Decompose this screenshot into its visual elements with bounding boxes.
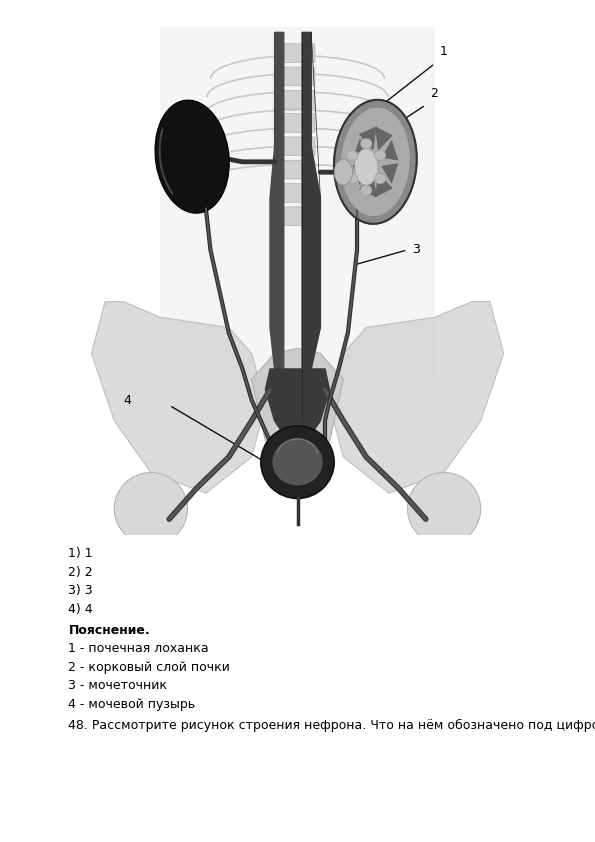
Ellipse shape xyxy=(347,150,358,161)
Text: 1 - почечная лоханка: 1 - почечная лоханка xyxy=(68,642,209,655)
Polygon shape xyxy=(375,173,392,197)
Ellipse shape xyxy=(334,100,416,224)
Text: 3) 3: 3) 3 xyxy=(68,584,93,597)
FancyBboxPatch shape xyxy=(280,114,315,132)
Ellipse shape xyxy=(374,173,386,184)
Ellipse shape xyxy=(361,185,372,195)
Polygon shape xyxy=(302,32,321,421)
Polygon shape xyxy=(359,174,377,197)
Polygon shape xyxy=(353,165,369,184)
Ellipse shape xyxy=(408,472,481,545)
FancyBboxPatch shape xyxy=(280,44,315,62)
Ellipse shape xyxy=(347,173,358,184)
FancyBboxPatch shape xyxy=(280,160,315,179)
Ellipse shape xyxy=(361,139,372,149)
Ellipse shape xyxy=(261,426,334,498)
Text: 1: 1 xyxy=(440,45,447,58)
Ellipse shape xyxy=(341,108,410,216)
FancyBboxPatch shape xyxy=(280,90,315,109)
Text: 2) 2: 2) 2 xyxy=(68,566,93,578)
Ellipse shape xyxy=(374,150,386,161)
Text: 2 - корковый слой почки: 2 - корковый слой почки xyxy=(68,661,230,674)
FancyBboxPatch shape xyxy=(280,207,315,226)
Text: 2: 2 xyxy=(430,87,439,99)
Polygon shape xyxy=(353,139,369,158)
Text: 4 - мочевой пузырь: 4 - мочевой пузырь xyxy=(68,698,196,711)
Polygon shape xyxy=(265,369,330,452)
Text: 3 - мочеточник: 3 - мочеточник xyxy=(68,679,167,692)
Ellipse shape xyxy=(355,149,378,185)
Ellipse shape xyxy=(114,472,187,545)
Text: 48. Рассмотрите рисунок строения нефрона. Что на нём обозначено под цифрой 1?: 48. Рассмотрите рисунок строения нефрона… xyxy=(68,719,595,733)
Text: 4: 4 xyxy=(123,393,131,407)
Polygon shape xyxy=(252,349,343,441)
Polygon shape xyxy=(359,126,377,150)
Polygon shape xyxy=(92,301,265,493)
Text: 3: 3 xyxy=(412,243,420,256)
Polygon shape xyxy=(375,127,392,150)
Polygon shape xyxy=(270,32,284,421)
Text: 1) 1: 1) 1 xyxy=(68,547,93,560)
Ellipse shape xyxy=(155,100,229,213)
FancyBboxPatch shape xyxy=(280,137,315,156)
Ellipse shape xyxy=(334,159,352,185)
Ellipse shape xyxy=(273,439,322,486)
Polygon shape xyxy=(160,27,435,379)
Text: 4) 4: 4) 4 xyxy=(68,603,93,616)
Polygon shape xyxy=(382,163,398,183)
FancyBboxPatch shape xyxy=(280,184,315,202)
FancyBboxPatch shape xyxy=(280,67,315,86)
Polygon shape xyxy=(382,141,398,160)
Text: Пояснение.: Пояснение. xyxy=(68,624,150,637)
Polygon shape xyxy=(330,301,503,493)
